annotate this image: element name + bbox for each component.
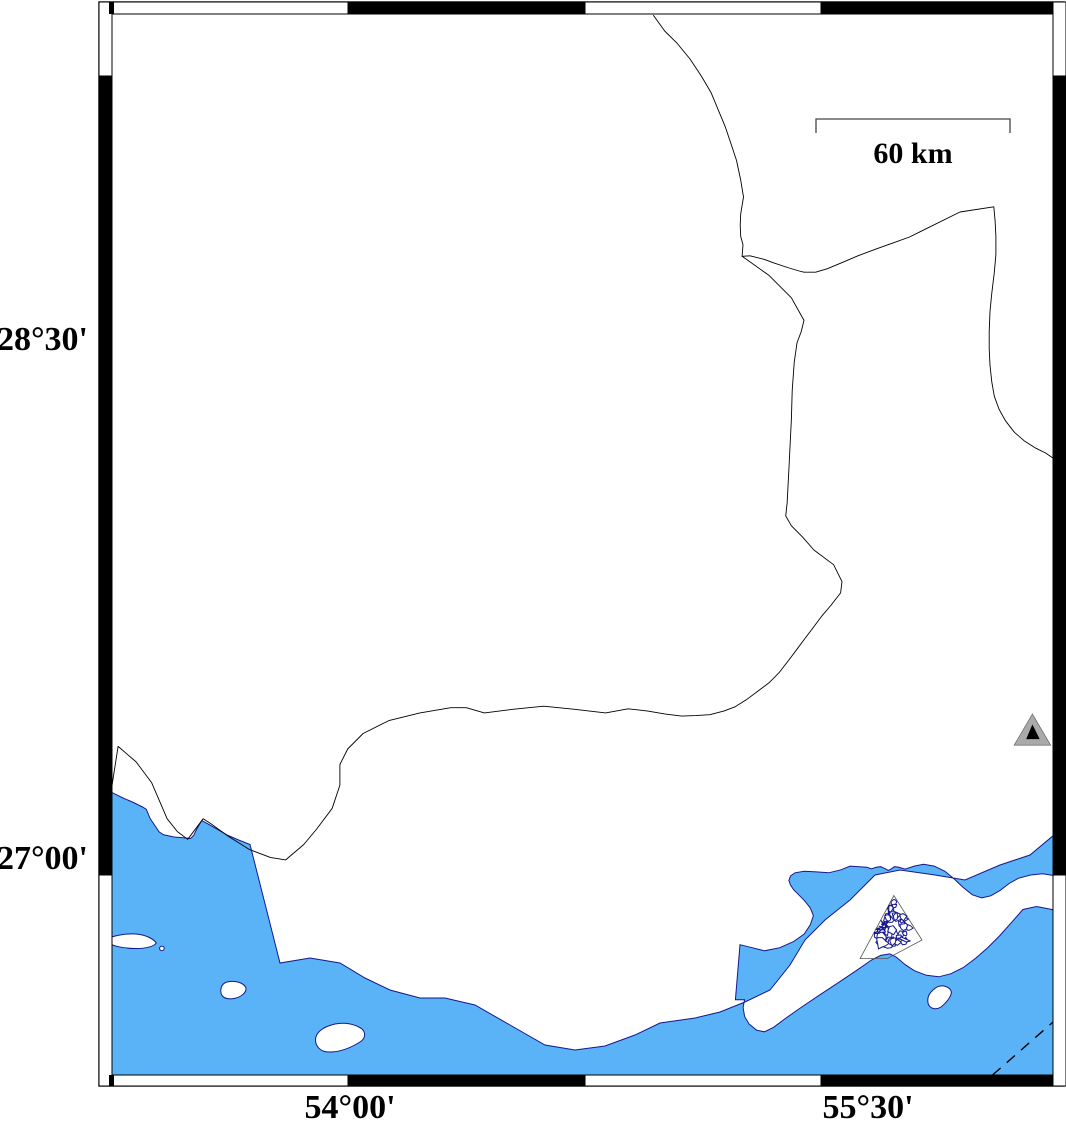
svg-text:28°30': 28°30' — [0, 321, 88, 358]
svg-text:54°00': 54°00' — [304, 1089, 395, 1124]
svg-text:27°00': 27°00' — [0, 840, 88, 877]
svg-text:60 km: 60 km — [873, 137, 952, 170]
svg-text:55°30': 55°30' — [822, 1089, 913, 1124]
